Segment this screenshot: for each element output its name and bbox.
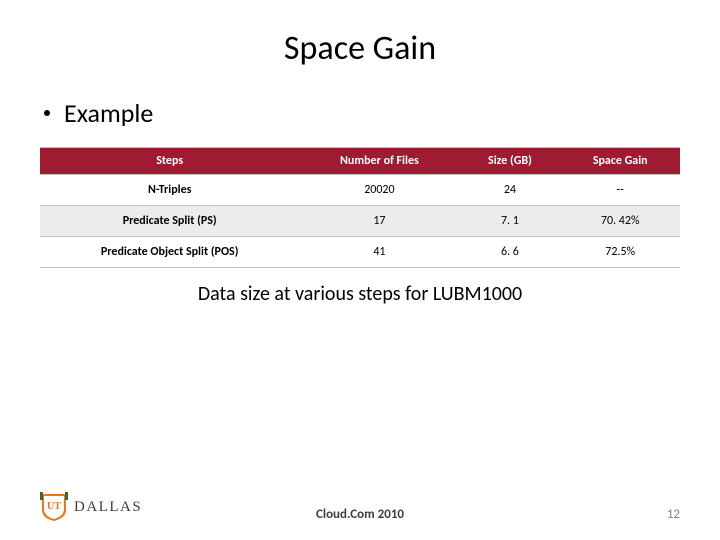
- cell: 41: [299, 237, 459, 268]
- bullet-dot: [44, 110, 50, 116]
- cell: N-Triples: [40, 175, 299, 206]
- cell: 70. 42%: [560, 206, 680, 237]
- table-row: Predicate Object Split (POS) 41 6. 6 72.…: [40, 237, 680, 268]
- slide: Space Gain Example Steps Number of Files…: [0, 0, 720, 540]
- table-row: Predicate Split (PS) 17 7. 1 70. 42%: [40, 206, 680, 237]
- col-gain: Space Gain: [560, 148, 680, 175]
- svg-text:UT: UT: [47, 501, 61, 512]
- cell: 72.5%: [560, 237, 680, 268]
- cell: --: [560, 175, 680, 206]
- cell: 6. 6: [459, 237, 560, 268]
- cell: Predicate Split (PS): [40, 206, 299, 237]
- footer-conference: Cloud.Com 2010: [316, 507, 404, 522]
- cell: 24: [459, 175, 560, 206]
- slide-title: Space Gain: [40, 28, 680, 69]
- table-row: N-Triples 20020 24 --: [40, 175, 680, 206]
- col-steps: Steps: [40, 148, 299, 175]
- col-size: Size (GB): [459, 148, 560, 175]
- bullet-text: Example: [64, 97, 153, 129]
- cell: 20020: [299, 175, 459, 206]
- ut-shield-icon: UT: [40, 492, 68, 522]
- table-header-row: Steps Number of Files Size (GB) Space Ga…: [40, 148, 680, 175]
- bullet-item: Example: [44, 97, 680, 129]
- cell: Predicate Object Split (POS): [40, 237, 299, 268]
- data-table: Steps Number of Files Size (GB) Space Ga…: [40, 147, 680, 268]
- col-numfiles: Number of Files: [299, 148, 459, 175]
- cell: 7. 1: [459, 206, 560, 237]
- logo-text: DALLAS: [74, 499, 142, 516]
- cell: 17: [299, 206, 459, 237]
- footer: UT DALLAS Cloud.Com 2010 12: [0, 492, 720, 522]
- table-caption: Data size at various steps for LUBM1000: [40, 282, 680, 306]
- logo: UT DALLAS: [40, 492, 142, 522]
- page-number: 12: [667, 507, 680, 522]
